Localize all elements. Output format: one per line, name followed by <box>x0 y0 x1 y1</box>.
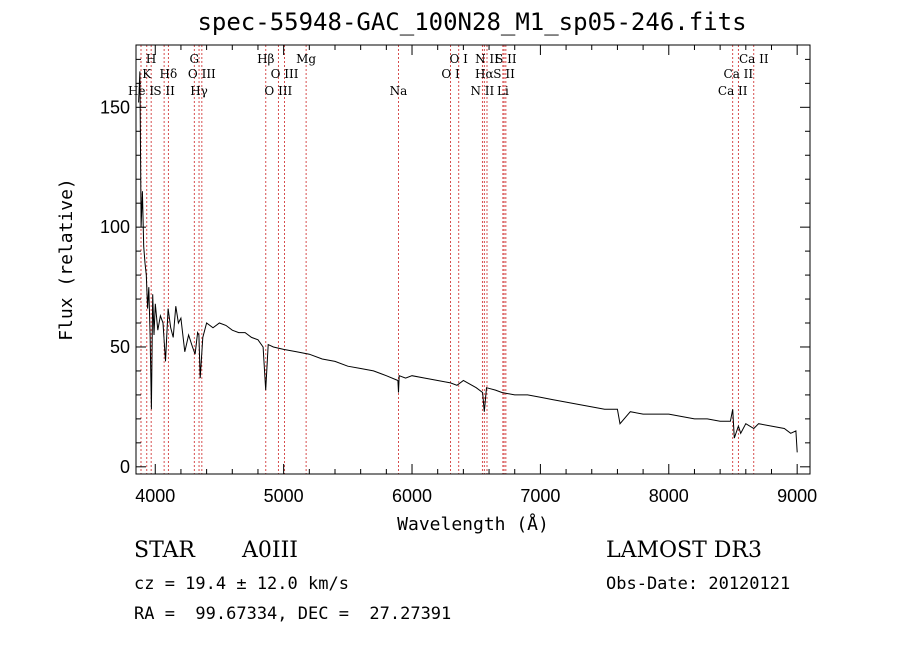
line-marker-label: S II <box>153 84 175 98</box>
line-marker-label: Ca II <box>739 52 769 66</box>
line-marker-label: O III <box>264 84 292 98</box>
line-marker-label: Na <box>390 84 408 98</box>
y-tick-label: 0 <box>120 457 130 477</box>
line-marker-label: O III <box>271 67 299 81</box>
obs-date: Obs-Date: 20120121 <box>606 574 791 594</box>
y-axis-label: Flux (relative) <box>56 178 77 341</box>
x-axis-label: Wavelength (Å) <box>397 513 549 535</box>
line-marker-label: G <box>189 52 199 66</box>
line-marker-label: Li <box>497 84 509 98</box>
x-tick-label: 5000 <box>264 486 304 506</box>
line-marker-label: Hα <box>475 67 494 81</box>
y-tick-label: 100 <box>100 217 130 237</box>
line-marker-label: H <box>146 52 156 66</box>
y-tick-label: 50 <box>110 337 130 357</box>
coordinates: RA = 99.67334, DEC = 27.27391 <box>134 604 452 624</box>
line-marker-label: S II <box>495 52 517 66</box>
line-marker-label: O III <box>188 67 216 81</box>
object-class: STAR <box>134 538 195 563</box>
line-marker-label: Mg <box>296 52 316 66</box>
line-marker-label: He I <box>128 84 154 98</box>
x-tick-label: 6000 <box>392 486 432 506</box>
line-marker-label: O I <box>450 52 469 66</box>
line-marker-label: K <box>142 67 152 81</box>
x-tick-label: 9000 <box>777 486 817 506</box>
line-marker-label: O I <box>441 67 460 81</box>
line-marker-label: Ca II <box>718 84 748 98</box>
x-tick-label: 7000 <box>520 486 560 506</box>
plot-frame <box>135 44 811 475</box>
line-marker-label: Hδ <box>160 67 178 81</box>
line-marker-label: N II <box>470 84 494 98</box>
line-markers <box>140 45 755 474</box>
survey-name: LAMOST DR3 <box>606 538 762 563</box>
x-axis: 4000 5000 6000 7000 8000 9000 <box>135 45 817 506</box>
y-tick-label: 150 <box>100 97 130 117</box>
object-subclass: A0III <box>242 538 298 563</box>
spectrum-line <box>138 71 798 453</box>
line-marker-label: Hγ <box>190 84 208 98</box>
x-tick-label: 8000 <box>649 486 689 506</box>
line-marker-label: S II <box>493 67 515 81</box>
line-marker-label: N II <box>475 52 499 66</box>
x-tick-label: 4000 <box>135 486 175 506</box>
redshift-text: cz = 19.4 ± 12.0 km/s <box>134 574 349 594</box>
line-marker-label: Hβ <box>257 52 274 66</box>
y-axis: 0 50 100 150 <box>100 58 810 477</box>
chart-title: spec-55948-GAC_100N28_M1_sp05-246.fits <box>197 8 747 36</box>
line-marker-label: Ca II <box>724 67 754 81</box>
